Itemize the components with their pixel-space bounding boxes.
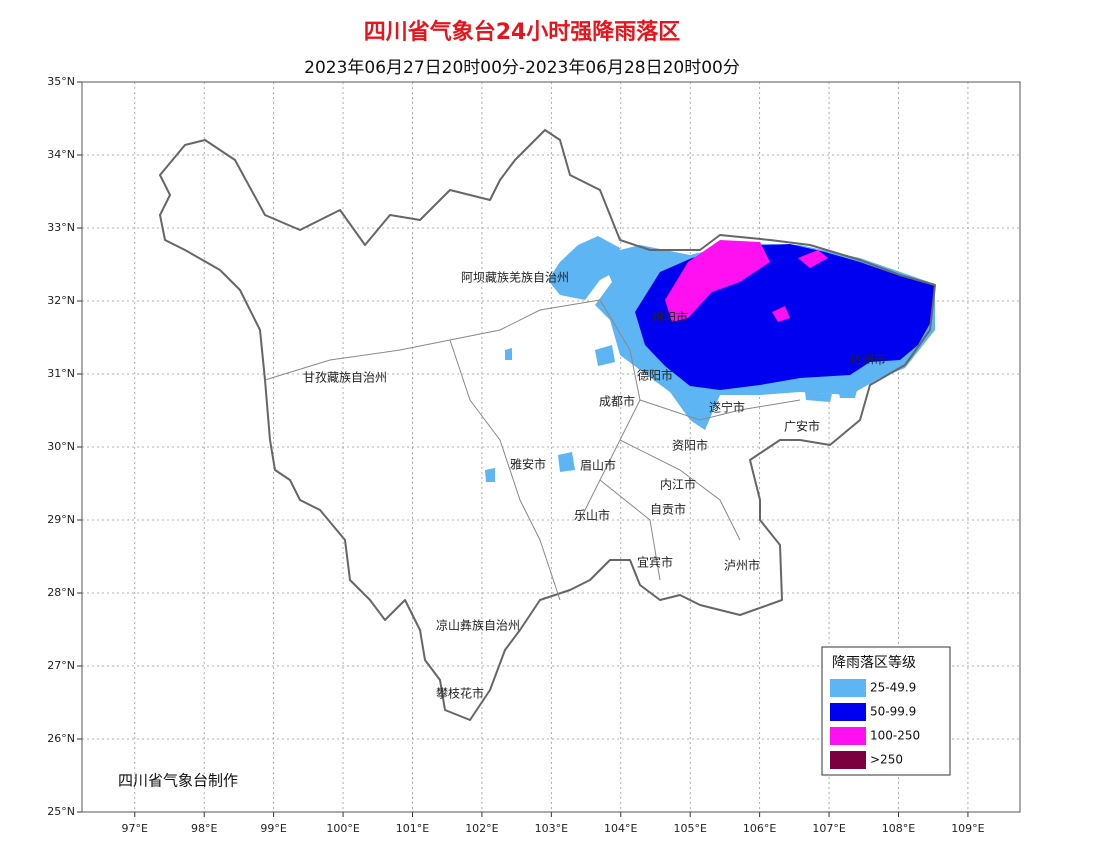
place-label: 遂宁市 <box>709 400 745 415</box>
lon-tick-label: 109°E <box>951 822 984 835</box>
legend-swatch <box>830 751 866 769</box>
place-label: 绵阳市 <box>652 310 688 325</box>
lon-tick-label: 98°E <box>191 822 217 835</box>
lon-tick-label: 107°E <box>812 822 845 835</box>
lon-tick-label: 97°E <box>122 822 148 835</box>
legend: 25-49.9 50-99.9 100-250 >250 <box>830 679 920 769</box>
lat-tick-label: 34°N <box>47 148 75 161</box>
place-label: 攀枝花市 <box>436 686 484 701</box>
place-label: 雅安市 <box>510 457 546 472</box>
place-label: 阿坝藏族羌族自治州 <box>461 271 569 285</box>
lat-tick-label: 35°N <box>47 75 75 88</box>
province-boundary <box>159 129 936 721</box>
lon-tick-label: 102°E <box>465 822 498 835</box>
legend-swatch <box>830 679 866 697</box>
lon-tick-label: 104°E <box>604 822 637 835</box>
place-label: 达州市 <box>850 352 886 367</box>
place-label: 内江市 <box>660 477 696 492</box>
lon-tick-label: 108°E <box>882 822 915 835</box>
place-label: 资阳市 <box>672 438 708 453</box>
place-label: 凉山彝族自治州 <box>436 618 520 633</box>
place-label: 泸州市 <box>724 558 760 573</box>
place-label: 广安市 <box>784 419 820 434</box>
lat-tick-label: 25°N <box>47 805 75 818</box>
lon-tick-label: 106°E <box>743 822 776 835</box>
lat-tick-label: 32°N <box>47 294 75 307</box>
legend-swatch <box>830 727 866 745</box>
place-label: 成都市 <box>599 394 635 409</box>
lat-tick-label: 31°N <box>47 367 75 380</box>
legend-label: 50-99.9 <box>870 705 916 719</box>
place-label: 眉山市 <box>580 458 616 473</box>
place-label: 乐山市 <box>574 508 610 523</box>
place-label: 甘孜藏族自治州 <box>303 371 387 385</box>
legend-swatch <box>830 703 866 721</box>
lat-tick-label: 29°N <box>47 513 75 526</box>
legend-title: 降雨落区等级 <box>832 654 916 671</box>
legend-label: 100-250 <box>870 729 920 743</box>
rain-100 <box>665 240 828 322</box>
lat-tick-label: 27°N <box>47 659 75 672</box>
place-label: 宜宾市 <box>637 555 673 570</box>
lat-tick-label: 26°N <box>47 732 75 745</box>
rain-25 <box>548 236 620 300</box>
lat-tick-label: 33°N <box>47 221 75 234</box>
lon-tick-label: 105°E <box>673 822 706 835</box>
title: 四川省气象台24小时强降雨落区 <box>364 19 681 45</box>
place-label: 自贡市 <box>650 502 686 517</box>
lat-tick-label: 30°N <box>47 440 75 453</box>
credit: 四川省气象台制作 <box>118 772 238 790</box>
subtitle: 2023年06月27日20时00分-2023年06月28日20时00分 <box>304 58 740 78</box>
lon-tick-label: 101°E <box>396 822 429 835</box>
prefecture-boundaries <box>264 299 801 601</box>
legend-label: 25-49.9 <box>870 681 916 695</box>
map-frame <box>81 81 1021 813</box>
lon-tick-label: 100°E <box>326 822 359 835</box>
place-label: 德阳市 <box>637 368 673 383</box>
lat-tick-label: 28°N <box>47 586 75 599</box>
legend-label: >250 <box>870 753 903 767</box>
lon-tick-label: 99°E <box>260 822 286 835</box>
lon-tick-label: 103°E <box>535 822 568 835</box>
